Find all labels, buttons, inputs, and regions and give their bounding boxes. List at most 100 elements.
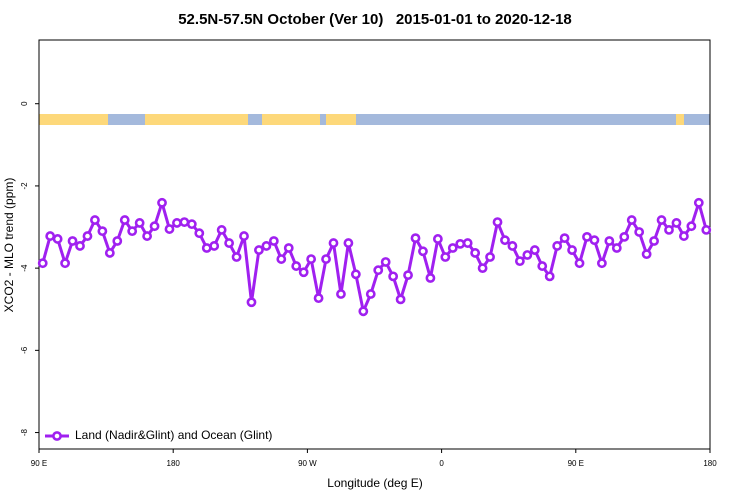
data-point [328, 238, 339, 248]
data-point [440, 252, 451, 262]
data-point [209, 241, 220, 251]
data-point [276, 254, 287, 264]
data-point [418, 246, 428, 257]
data-point [380, 257, 391, 267]
data-point [462, 238, 473, 248]
data-point [522, 250, 533, 260]
plot-frame [38, 39, 711, 450]
data-point [589, 235, 600, 246]
x-tick-label: 0 [439, 459, 444, 468]
data-point [306, 254, 317, 264]
data-point [186, 219, 197, 230]
data-point [582, 231, 592, 242]
data-point [477, 263, 488, 274]
data-point [104, 248, 115, 258]
data-point [231, 252, 242, 262]
x-tick-label: 180 [167, 459, 181, 468]
data-point [373, 265, 384, 276]
data-point [268, 236, 279, 246]
data-point [596, 258, 607, 269]
data-point [388, 271, 399, 282]
legend-swatch-marker [52, 431, 62, 441]
data-point [313, 293, 324, 304]
x-tick-label: 90 E [568, 459, 584, 468]
data-point [701, 225, 712, 235]
data-point [350, 269, 361, 280]
land-ocean-strip [39, 114, 710, 125]
x-tick-label: 90 W [298, 459, 317, 468]
data-point [507, 241, 518, 251]
data-point [492, 217, 503, 227]
data-point [537, 261, 548, 271]
data-point [134, 218, 145, 228]
data-point [410, 233, 421, 244]
data-point [60, 258, 70, 269]
ocean-band [39, 114, 710, 125]
data-point [75, 241, 85, 251]
land-segment [676, 114, 684, 125]
data-point [142, 231, 153, 241]
data-point [254, 245, 264, 255]
data-point [432, 234, 443, 244]
data-point [500, 235, 510, 246]
data-point [179, 217, 190, 227]
y-tick-label: -6 [20, 346, 29, 354]
data-point [119, 215, 130, 225]
data-point [447, 243, 458, 253]
x-tick-label: 180 [703, 459, 717, 468]
data-point [239, 231, 249, 241]
data-point [544, 271, 555, 282]
data-point [201, 243, 212, 253]
y-tick-label: -2 [20, 182, 29, 190]
land-segment [326, 114, 356, 125]
legend-label: Land (Nadir&Glint) and Ocean (Glint) [75, 428, 272, 442]
data-point [529, 245, 540, 255]
data-point [679, 231, 689, 241]
data-point [45, 231, 56, 241]
data-point [298, 267, 309, 278]
data-point [97, 226, 108, 237]
data-point [619, 231, 630, 242]
data-point [336, 289, 346, 299]
data-point [149, 221, 160, 232]
data-point [552, 241, 563, 251]
data-point [567, 245, 577, 255]
data-point [246, 297, 257, 308]
data-point [194, 228, 205, 239]
data-point [514, 256, 525, 267]
data-point [216, 225, 227, 235]
data-point [693, 197, 704, 208]
land-segment [39, 114, 108, 125]
data-point [90, 215, 100, 225]
data-point [291, 261, 302, 271]
x-tick-label: 90 E [31, 459, 47, 468]
y-tick-label: 0 [20, 101, 29, 106]
data-point [425, 273, 436, 283]
data-point [82, 231, 93, 241]
data-point [343, 238, 354, 248]
y-tick-label: -4 [20, 264, 29, 272]
data-point [365, 289, 376, 299]
data-point [671, 218, 682, 228]
data-point [164, 224, 175, 234]
data-point [321, 254, 331, 264]
data-point [641, 249, 652, 260]
data-point [52, 234, 63, 244]
data-point [283, 243, 294, 253]
x-axis-label: Longitude (deg E) [327, 476, 422, 490]
data-point [634, 227, 645, 237]
data-point [67, 236, 78, 246]
data-point [649, 236, 659, 246]
data-point [172, 218, 182, 228]
data-point [656, 215, 667, 225]
data-point [686, 221, 697, 232]
data-point [664, 225, 674, 235]
data-point [358, 306, 369, 317]
data-point [485, 252, 495, 262]
data-point [455, 238, 466, 249]
chart-title: 52.5N-57.5N October (Ver 10) 2015-01-01 … [178, 11, 572, 28]
y-tick-label: -8 [20, 428, 29, 436]
data-point [261, 241, 272, 251]
data-point [626, 215, 637, 225]
